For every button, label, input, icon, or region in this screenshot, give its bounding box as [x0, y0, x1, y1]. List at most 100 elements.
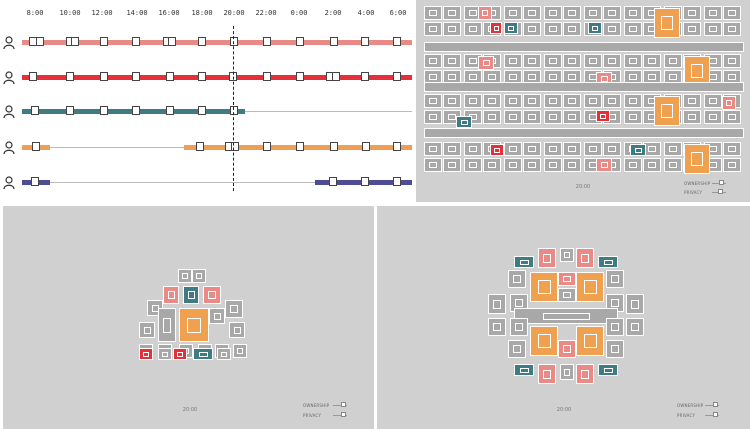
person-icon[interactable]	[3, 104, 15, 123]
furniture-icon[interactable]	[196, 142, 204, 151]
room-tile[interactable]	[483, 158, 501, 172]
room-tile[interactable]	[203, 286, 221, 304]
room-tile[interactable]	[558, 340, 576, 358]
room-tile[interactable]	[684, 56, 710, 86]
room-tile[interactable]	[664, 158, 682, 172]
room-tile[interactable]	[704, 110, 722, 124]
room-tile[interactable]	[478, 6, 492, 20]
room-tile[interactable]	[443, 54, 461, 68]
room-tile[interactable]	[654, 96, 680, 126]
room-tile[interactable]	[563, 70, 581, 84]
room-tile[interactable]	[192, 269, 206, 283]
room-tile[interactable]	[490, 22, 502, 34]
room-tile[interactable]	[624, 94, 642, 108]
privacy-slider[interactable]	[712, 189, 726, 194]
furniture-icon[interactable]	[296, 142, 304, 151]
room-tile[interactable]	[544, 110, 562, 124]
room-tile[interactable]	[704, 22, 722, 36]
room-tile[interactable]	[603, 54, 621, 68]
room-tile[interactable]	[563, 94, 581, 108]
room-tile[interactable]	[723, 22, 741, 36]
room-tile[interactable]	[538, 364, 556, 384]
room-tile[interactable]	[563, 158, 581, 172]
room-tile[interactable]	[530, 326, 558, 356]
furniture-icon[interactable]	[296, 37, 304, 46]
room-tile[interactable]	[523, 110, 541, 124]
room-tile[interactable]	[563, 22, 581, 36]
furniture-icon[interactable]	[31, 106, 39, 115]
room-tile[interactable]	[654, 8, 680, 38]
room-tile[interactable]	[523, 6, 541, 20]
furniture-icon[interactable]	[330, 37, 338, 46]
furniture-icon[interactable]	[168, 37, 176, 46]
furniture-icon[interactable]	[36, 37, 44, 46]
room-tile[interactable]	[598, 256, 618, 268]
person-icon[interactable]	[3, 35, 15, 54]
person-icon[interactable]	[3, 140, 15, 159]
room-tile[interactable]	[443, 158, 461, 172]
furniture-icon[interactable]	[66, 72, 74, 81]
room-tile[interactable]	[504, 6, 522, 20]
room-tile[interactable]	[229, 322, 245, 338]
room-tile[interactable]	[209, 308, 225, 324]
furniture-icon[interactable]	[361, 177, 369, 186]
room-tile[interactable]	[598, 364, 618, 376]
room-tile[interactable]	[576, 248, 594, 268]
furniture-icon[interactable]	[332, 72, 340, 81]
room-tile[interactable]	[683, 110, 701, 124]
room-tile[interactable]	[233, 344, 247, 358]
room-tile[interactable]	[424, 94, 442, 108]
room-tile[interactable]	[523, 54, 541, 68]
room-tile[interactable]	[538, 248, 556, 268]
presence-segment[interactable]	[22, 75, 412, 80]
room-tile[interactable]	[464, 158, 482, 172]
room-tile[interactable]	[173, 348, 187, 360]
room-tile[interactable]	[683, 6, 701, 20]
furniture-icon[interactable]	[361, 37, 369, 46]
room-tile[interactable]	[504, 110, 522, 124]
room-tile[interactable]	[523, 22, 541, 36]
presence-segment[interactable]	[22, 40, 412, 45]
furniture-icon[interactable]	[393, 72, 401, 81]
room-tile[interactable]	[626, 318, 644, 336]
room-tile[interactable]	[723, 6, 741, 20]
room-tile[interactable]	[584, 142, 602, 156]
room-tile[interactable]	[510, 318, 528, 336]
furniture-icon[interactable]	[32, 142, 40, 151]
ownership-slider-knob[interactable]	[341, 402, 346, 407]
room-tile[interactable]	[514, 364, 534, 376]
privacy-slider[interactable]	[705, 412, 719, 417]
ownership-slider-knob[interactable]	[719, 180, 724, 185]
room-tile[interactable]	[560, 248, 574, 262]
room-tile[interactable]	[560, 364, 574, 380]
furniture-icon[interactable]	[230, 106, 238, 115]
room-tile[interactable]	[603, 142, 621, 156]
room-tile[interactable]	[424, 6, 442, 20]
room-tile[interactable]	[490, 144, 504, 156]
person-icon[interactable]	[3, 70, 15, 89]
room-tile[interactable]	[576, 272, 604, 302]
room-tile[interactable]	[424, 54, 442, 68]
furniture-icon[interactable]	[132, 72, 140, 81]
room-tile[interactable]	[723, 54, 741, 68]
room-tile[interactable]	[624, 158, 642, 172]
furniture-icon[interactable]	[263, 37, 271, 46]
room-tile[interactable]	[683, 22, 701, 36]
room-tile[interactable]	[624, 54, 642, 68]
room-tile[interactable]	[179, 308, 209, 342]
room-tile[interactable]	[563, 110, 581, 124]
room-tile[interactable]	[558, 288, 576, 302]
room-tile[interactable]	[464, 22, 482, 36]
room-tile[interactable]	[606, 318, 624, 336]
room-tile[interactable]	[504, 54, 522, 68]
furniture-icon[interactable]	[393, 37, 401, 46]
furniture-icon[interactable]	[231, 142, 239, 151]
room-tile[interactable]	[488, 294, 506, 314]
person-icon[interactable]	[3, 175, 15, 194]
privacy-slider-knob[interactable]	[713, 412, 718, 417]
room-tile[interactable]	[596, 110, 610, 122]
furniture-icon[interactable]	[166, 72, 174, 81]
privacy-slider[interactable]	[333, 412, 347, 417]
room-tile[interactable]	[704, 94, 722, 108]
room-tile[interactable]	[456, 116, 472, 128]
